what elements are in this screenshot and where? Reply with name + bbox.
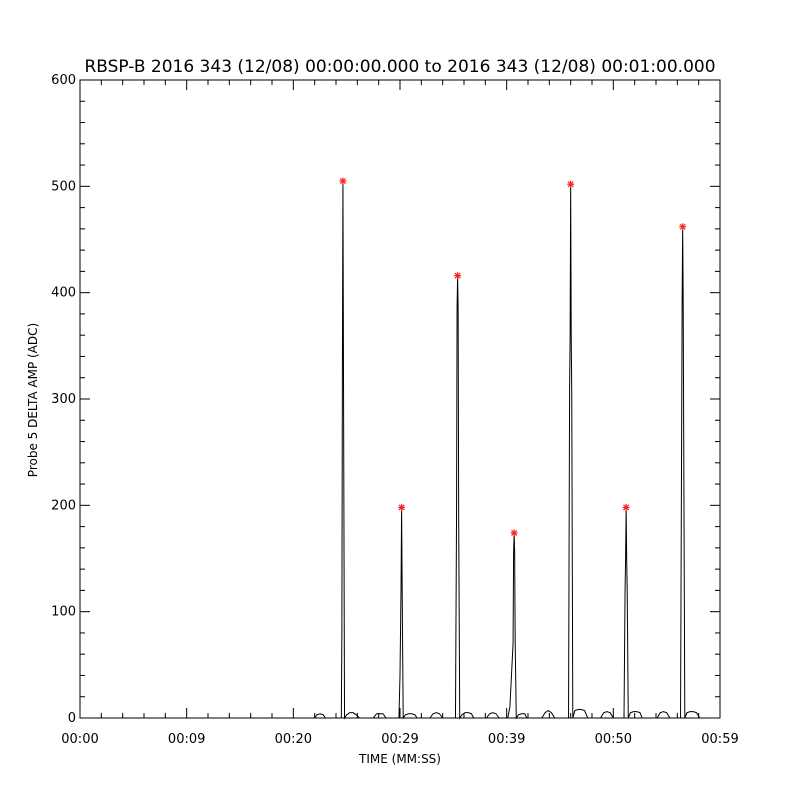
y-axis: 0 100 200 300 400 500 600 bbox=[51, 73, 720, 726]
peak-marker bbox=[567, 180, 575, 188]
y-tick-label: 300 bbox=[51, 392, 76, 407]
peak-marker bbox=[398, 503, 406, 511]
series-layer bbox=[80, 181, 720, 720]
chart-title: RBSP-B 2016 343 (12/08) 00:00:00.000 to … bbox=[84, 57, 715, 77]
peak-markers bbox=[339, 177, 687, 537]
y-tick-label: 400 bbox=[51, 286, 76, 301]
x-tick-label: 00:50 bbox=[595, 732, 632, 747]
x-tick-label: 00:09 bbox=[168, 732, 205, 747]
x-tick-label: 00:20 bbox=[275, 732, 312, 747]
x-tick-label: 00:29 bbox=[381, 732, 418, 747]
peak-marker bbox=[339, 177, 347, 185]
x-tick-label: 00:59 bbox=[701, 732, 738, 747]
y-tick-label: 600 bbox=[51, 73, 76, 88]
y-tick-label: 0 bbox=[68, 711, 76, 726]
plot-border bbox=[79, 79, 721, 719]
peak-marker bbox=[679, 223, 687, 231]
y-axis-label: Probe 5 DELTA AMP (ADC) bbox=[26, 323, 40, 477]
y-tick-label: 200 bbox=[51, 498, 76, 513]
peak-marker bbox=[622, 503, 630, 511]
peak-marker bbox=[454, 272, 462, 280]
x-tick-label: 00:00 bbox=[61, 732, 98, 747]
x-axis-label: TIME (MM:SS) bbox=[358, 752, 441, 766]
x-axis: 00:00 00:09 00:20 00:29 00:39 00:50 00:59 bbox=[61, 80, 739, 747]
x-tick-label: 00:39 bbox=[488, 732, 525, 747]
series-line bbox=[80, 181, 720, 720]
y-tick-label: 100 bbox=[51, 605, 76, 620]
peak-marker bbox=[510, 529, 518, 537]
plot-frame bbox=[79, 79, 721, 719]
y-tick-label: 500 bbox=[51, 179, 76, 194]
